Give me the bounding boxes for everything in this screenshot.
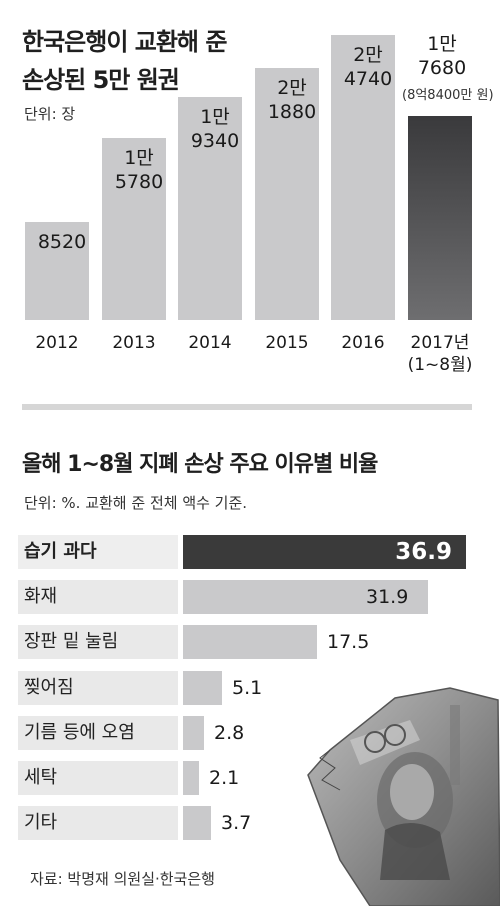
top-chart-title-line1: 한국은행이 교환해 준: [22, 28, 227, 56]
hbar-5: [183, 761, 199, 795]
bar-4: [331, 35, 395, 320]
category-label-3: 찢어짐: [18, 671, 178, 705]
top-chart-unit: 단위: 장: [24, 105, 76, 123]
damaged-banknote-image: [307, 687, 500, 906]
source-note: 자료: 박명재 의원실·한국은행: [30, 870, 215, 888]
bar-value-label-2: 1만 9340: [190, 106, 240, 152]
hbar-6: [183, 806, 211, 840]
section-divider: [22, 404, 472, 410]
bar-value-label-4: 2만 4740: [343, 44, 393, 90]
hbar-3: [183, 671, 222, 705]
bottom-chart-unit: 단위: %. 교환해 준 전체 액수 기준.: [24, 494, 248, 512]
x-tick-label-2: 2014: [188, 333, 232, 353]
x-tick-label-0: 2012: [35, 333, 79, 353]
bottom-chart-title: 올해 1~8월 지폐 손상 주요 이유별 비율: [22, 452, 378, 477]
hbar-2: [183, 625, 317, 659]
bar-3: [255, 68, 319, 320]
annual-damaged-notes-chart: 8520 2012 1만 5780 2013 1만 9340 2014 2만 1880 201…: [0, 0, 500, 400]
category-label-6: 기타: [18, 806, 178, 840]
category-label-2: 장판 밑 눌림: [18, 625, 178, 659]
hbar-value-label-6: 3.7: [221, 812, 252, 834]
bar-2: [178, 97, 242, 320]
hbar-value-label-5: 2.1: [209, 767, 240, 789]
x-tick-label-3: 2015: [265, 333, 309, 353]
bar-value-label-0: 8520: [37, 231, 87, 253]
hbar-4: [183, 716, 204, 750]
category-label-0: 습기 과다: [18, 535, 178, 569]
hbar-value-label-2: 17.5: [327, 631, 370, 653]
bar-1: [102, 138, 166, 320]
hbar-value-label-1: 31.9: [366, 586, 409, 608]
x-tick-label-4: 2016: [341, 333, 385, 353]
category-label-1: 화재: [18, 580, 178, 614]
hbar-value-label-3: 5.1: [232, 677, 263, 699]
hbar-1: [183, 580, 428, 614]
hbar-value-label-0: 36.9: [395, 539, 452, 565]
x-tick-label-1: 2013: [112, 333, 156, 353]
category-label-5: 세탁: [18, 761, 178, 795]
bar-value-label-1: 1만 5780: [114, 147, 164, 193]
bar-value-label-3: 2만 1880: [267, 77, 317, 123]
bar-5: [408, 116, 472, 320]
hbar-value-label-4: 2.8: [214, 722, 245, 744]
bar-value-label-5: 1만 7680: [417, 33, 467, 79]
bar-0: [25, 222, 89, 320]
top-chart-title-line2: 손상된 5만 원권: [22, 66, 180, 94]
hbar-0: [183, 535, 466, 569]
highlight-bar-annotation: (8억8400만 원): [402, 88, 494, 103]
category-label-4: 기름 등에 오염: [18, 716, 178, 750]
x-tick-label-5: 2017년 (1~8월): [407, 333, 473, 375]
